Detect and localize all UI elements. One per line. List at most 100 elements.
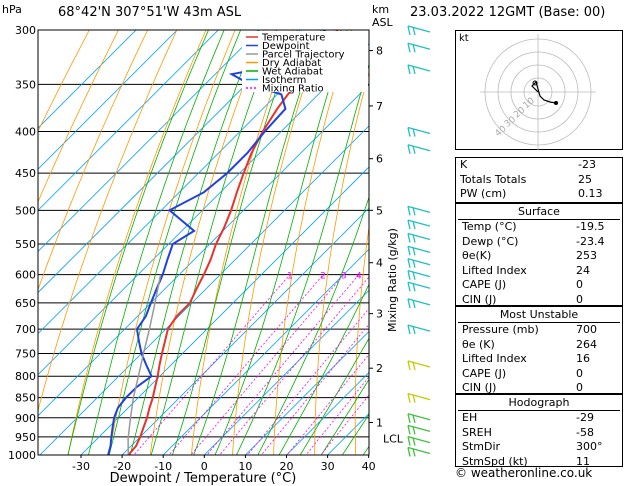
index-value: 25 <box>578 172 592 186</box>
isotherm-line <box>38 30 260 252</box>
hodograph-stat-key: EH <box>462 411 478 424</box>
km-tick-label: 4 <box>376 257 383 270</box>
dry-adiabat-line <box>67 30 207 455</box>
parcel-trajectory-profile <box>127 274 162 455</box>
index-value: -23 <box>578 158 596 171</box>
isotherm-line <box>38 43 369 376</box>
most-unstable-key: Lifted Index <box>462 352 527 365</box>
wind-barb-shaft <box>407 324 431 332</box>
hodograph-stat-key: SREH <box>462 425 492 439</box>
wind-barb <box>407 42 431 53</box>
mixing-ratio-line <box>219 276 369 455</box>
surface-value: -23.4 <box>576 234 605 248</box>
pressure-tick-label: 400 <box>15 126 36 139</box>
wind-barb-shaft <box>407 245 431 253</box>
wind-barb <box>407 25 431 36</box>
km-tick-label: 3 <box>376 308 383 321</box>
legend-entry: Mixing Ratio <box>262 84 324 95</box>
wind-barb-flag <box>407 258 411 268</box>
wind-barb-shaft <box>407 258 431 266</box>
wet-adiabat-line <box>299 337 369 455</box>
isotherm-line <box>38 84 369 417</box>
surface-key: CAPE (J) <box>462 278 507 291</box>
dry-adiabat-line <box>38 30 90 133</box>
mixing-ratio-label: 3 <box>341 272 347 282</box>
isotherm-line <box>38 30 137 129</box>
dry-adiabat-line <box>314 70 369 455</box>
most-unstable-value: 700 <box>576 323 597 336</box>
wind-barb-flag <box>412 128 416 137</box>
wind-barb-shaft <box>407 64 431 72</box>
x-tick-label: -30 <box>72 460 90 473</box>
wind-barb-flag <box>407 246 411 256</box>
hodograph-trace <box>531 80 557 104</box>
most-unstable-value: 16 <box>576 352 590 365</box>
wet-adiabat-line <box>150 30 278 455</box>
x-tick-label: 20 <box>280 460 294 473</box>
pressure-tick-label: 700 <box>15 323 36 336</box>
wind-barb-flag <box>412 448 416 457</box>
wind-barb-flag <box>407 220 411 230</box>
wind-barb-flag <box>407 43 411 53</box>
most-unstable-row: CAPE (J) 0 <box>458 367 620 382</box>
wind-barb-flag <box>412 65 416 75</box>
isotherm-line <box>121 207 369 455</box>
x-tick-label: -20 <box>113 460 131 473</box>
mixing-ratio-line <box>286 353 369 455</box>
wind-barb <box>407 232 431 243</box>
asl-unit-label: ASL <box>372 16 393 29</box>
wind-barb <box>407 360 431 371</box>
wind-barb <box>407 446 431 457</box>
pressure-tick-label: 650 <box>15 297 36 310</box>
index-row: Totals Totals 25 <box>456 173 622 188</box>
dry-adiabat-line <box>273 30 353 455</box>
wind-barb-shaft <box>407 205 431 213</box>
mixing-ratio-line <box>206 274 360 455</box>
isotherm-line <box>38 30 178 170</box>
mixing-ratio-line <box>260 323 369 455</box>
surface-table: Surface Temp (°C) -19.5 Dewp (°C) -23.4 θe(K… <box>455 203 623 306</box>
x-tick-label: 0 <box>201 460 208 473</box>
wind-barb-flag <box>407 413 411 423</box>
surface-row: CIN (J) 0 <box>458 293 620 308</box>
dry-adiabat-line <box>38 30 178 413</box>
wind-barb-shaft <box>407 42 431 50</box>
mixing-ratio-line <box>305 376 369 455</box>
wind-barb-flag <box>412 247 416 256</box>
km-tick-label: 7 <box>376 100 383 113</box>
wind-barb <box>407 126 431 137</box>
dry-adiabat-line <box>394 0 456 472</box>
wind-barb-flag <box>412 437 416 446</box>
footer-credit: © weatheronline.co.uk <box>455 466 593 480</box>
legend-entry: Wet Adiabat <box>262 67 323 78</box>
pressure-tick-label: 350 <box>15 78 36 91</box>
wet-adiabat-line <box>129 30 259 455</box>
wind-barb-flag <box>412 394 416 403</box>
mixing-ratio-line <box>190 274 345 455</box>
wet-adiabat-line <box>193 30 321 455</box>
km-tick-label: 5 <box>376 204 383 217</box>
pressure-tick-label: 1000 <box>8 449 36 462</box>
location-title: 68°42'N 307°51'W 43m ASL <box>58 5 242 20</box>
hodograph-stat-value: 300° <box>576 440 603 453</box>
mixing-ratio-line <box>246 307 369 455</box>
wind-barb-flag <box>407 447 411 457</box>
dry-adiabat-line <box>149 30 265 455</box>
wind-barb <box>407 435 431 446</box>
hodograph-stat-row: EH -29 <box>458 411 620 426</box>
km-tick-label: 2 <box>376 362 383 375</box>
km-tick-label: 1 <box>376 416 383 429</box>
most-unstable-key: Pressure (mb) <box>462 323 539 336</box>
isotherm-line <box>285 371 369 455</box>
wet-adiabat-line <box>108 30 242 455</box>
wind-barb-flag <box>412 145 416 154</box>
legend-entry: Parcel Trajectory <box>262 50 345 61</box>
wind-barb-flag <box>412 259 416 268</box>
wind-barb <box>407 219 431 230</box>
wind-barb-flag <box>407 233 411 243</box>
index-value: 0.13 <box>578 187 603 200</box>
wind-barb <box>407 270 431 280</box>
pressure-tick-label: 300 <box>15 24 36 37</box>
km-tick-label: 8 <box>376 45 383 58</box>
index-row: K -23 <box>456 158 622 173</box>
